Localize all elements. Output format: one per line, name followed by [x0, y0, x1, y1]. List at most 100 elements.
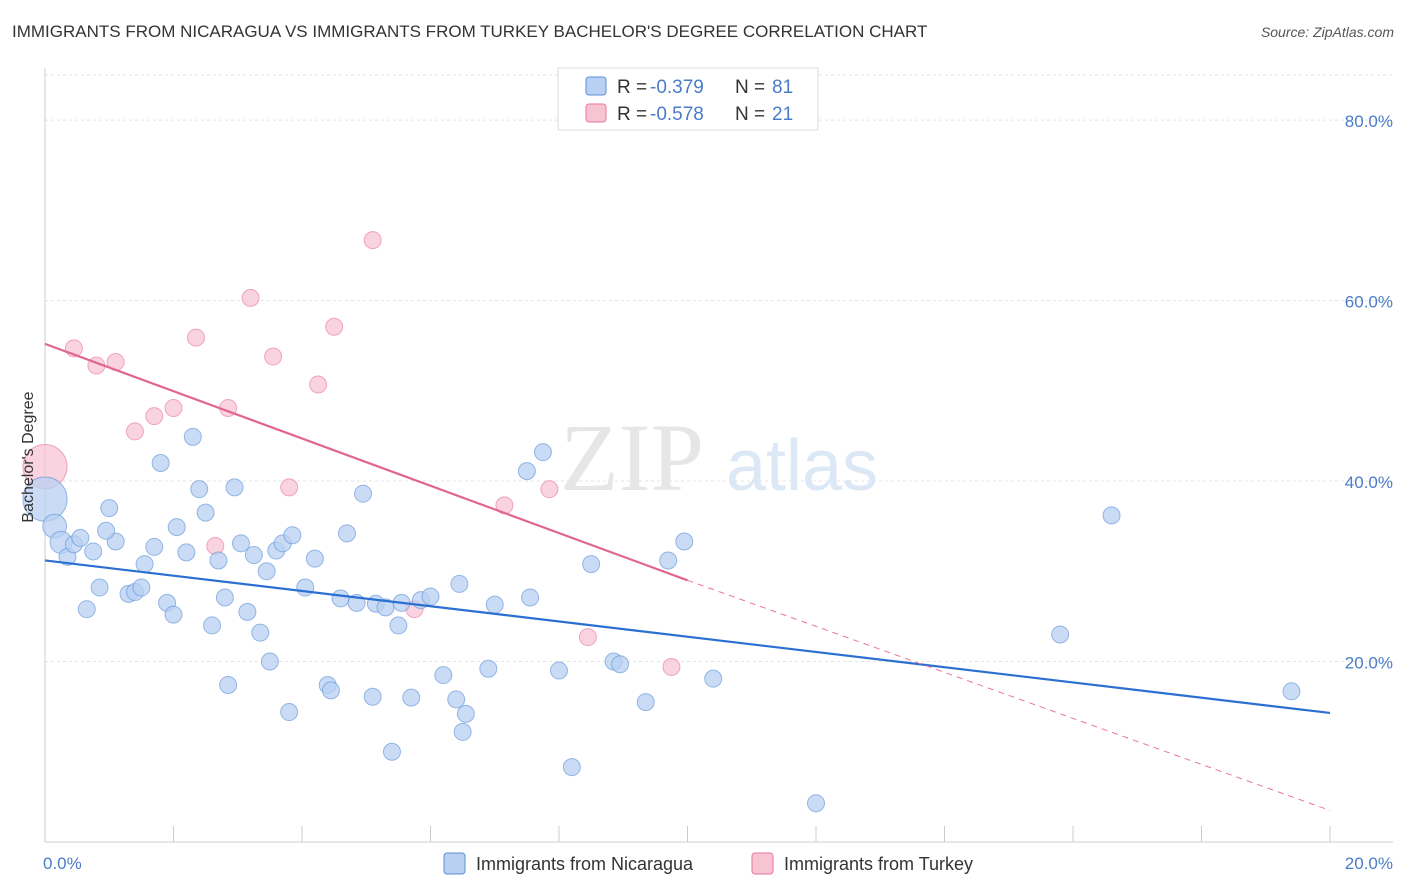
- nicaragua-point: [238, 602, 257, 621]
- nicaragua-point: [251, 623, 270, 642]
- nicaragua-point: [283, 526, 302, 545]
- nicaragua-point: [77, 600, 96, 619]
- y-tick-label: 80.0%: [1345, 112, 1393, 131]
- legend-swatch-nicaragua: [585, 76, 607, 96]
- nicaragua-point: [562, 758, 581, 777]
- axis-layer: [44, 68, 1393, 843]
- y-axis-label: Bachelor's Degree: [20, 391, 37, 522]
- nicaragua-point: [145, 537, 164, 556]
- legend-r-label-nicaragua: R =: [617, 77, 652, 98]
- nicaragua-point: [611, 655, 630, 674]
- nicaragua-point: [215, 588, 234, 607]
- nicaragua-point: [450, 574, 469, 593]
- nicaragua-point: [132, 578, 151, 597]
- nicaragua-point: [203, 616, 222, 635]
- nicaragua-point: [382, 742, 401, 761]
- nicaragua-point: [533, 443, 552, 462]
- x-tick-label-min: 0.0%: [43, 854, 82, 873]
- series-legend: Immigrants from Nicaragua Immigrants fro…: [443, 852, 973, 875]
- nicaragua-point: [354, 484, 373, 503]
- legend-n-label-turkey: N =: [735, 104, 770, 125]
- stats-legend: R = -0.379 N = 81 R = -0.578 N = 21: [557, 67, 819, 131]
- nicaragua-point: [190, 480, 209, 499]
- nicaragua-point: [659, 551, 678, 570]
- nicaragua-point: [704, 669, 723, 688]
- nicaragua-point: [331, 589, 350, 608]
- legend-n-label-nicaragua: N =: [735, 77, 770, 98]
- nicaragua-point: [485, 595, 504, 614]
- nicaragua-point: [636, 693, 655, 712]
- turkey-point: [264, 347, 283, 366]
- nicaragua-point: [456, 704, 475, 723]
- nicaragua-point: [84, 542, 103, 561]
- turkey-point: [186, 328, 205, 347]
- nicaragua-point: [402, 688, 421, 707]
- turkey-point: [325, 317, 344, 336]
- turkey-point: [662, 657, 681, 676]
- nicaragua-point: [296, 578, 315, 597]
- turkey-point: [309, 375, 328, 394]
- nicaragua-point: [151, 454, 170, 473]
- turkey-point: [578, 628, 597, 647]
- chart-title: IMMIGRANTS FROM NICARAGUA VS IMMIGRANTS …: [12, 22, 928, 41]
- nicaragua-point: [135, 555, 154, 574]
- series-legend-swatch-turkey: [751, 852, 774, 875]
- legend-r-value-nicaragua: -0.379: [650, 77, 704, 98]
- nicaragua-point: [100, 499, 119, 518]
- nicaragua-point: [434, 666, 453, 685]
- nicaragua-point: [196, 503, 215, 522]
- legend-swatch-turkey: [585, 103, 607, 123]
- turkey-point: [125, 422, 144, 441]
- nicaragua-point: [1051, 625, 1070, 644]
- turkey-point: [280, 478, 299, 497]
- nicaragua-point: [1282, 682, 1301, 701]
- nicaragua-point: [521, 588, 540, 607]
- legend-n-value-turkey: 21: [772, 104, 793, 125]
- nicaragua-point: [321, 681, 340, 700]
- nicaragua-point: [389, 616, 408, 635]
- nicaragua-point: [550, 661, 568, 680]
- nicaragua-point: [225, 478, 244, 497]
- trend-line-turkey: [44, 342, 688, 582]
- turkey-point: [241, 288, 260, 307]
- nicaragua-point: [260, 652, 279, 671]
- nicaragua-point: [305, 549, 324, 568]
- y-tick-label: 60.0%: [1345, 293, 1393, 312]
- nicaragua-point: [71, 528, 90, 547]
- nicaragua-point: [257, 562, 276, 581]
- nicaragua-point: [447, 690, 466, 709]
- grid-layer: [45, 74, 1393, 663]
- y-tick-label: 40.0%: [1345, 473, 1393, 492]
- nicaragua-point: [1102, 506, 1121, 525]
- nicaragua-point: [479, 659, 498, 678]
- trend-line-nicaragua: [44, 559, 1331, 715]
- nicaragua-point: [244, 546, 263, 565]
- legend-r-value-turkey: -0.578: [650, 104, 704, 125]
- nicaragua-point: [164, 605, 183, 624]
- legend-n-value-nicaragua: 81: [772, 77, 793, 98]
- watermark-zip: ZIP: [560, 404, 704, 511]
- nicaragua-point: [517, 462, 536, 481]
- turkey-point: [164, 398, 183, 417]
- nicaragua-point: [90, 578, 109, 597]
- series-legend-swatch-nicaragua: [443, 852, 466, 875]
- legend-r-label-turkey: R =: [617, 104, 652, 125]
- nicaragua-point: [209, 551, 228, 570]
- turkey-point: [363, 231, 382, 250]
- series-legend-label-nicaragua: Immigrants from Nicaragua: [476, 854, 694, 874]
- nicaragua-point: [453, 722, 472, 741]
- nicaragua-point: [219, 675, 238, 694]
- nicaragua-point: [167, 518, 186, 537]
- nicaragua-point: [675, 532, 694, 551]
- watermark-atlas: atlas: [726, 426, 878, 506]
- y-tick-label: 20.0%: [1345, 654, 1393, 673]
- turkey-point: [145, 407, 164, 426]
- nicaragua-point: [231, 534, 250, 553]
- nicaragua-point: [183, 427, 202, 446]
- x-tick-label-max: 20.0%: [1345, 854, 1393, 873]
- nicaragua-point: [582, 555, 601, 574]
- nicaragua-point: [97, 521, 116, 540]
- nicaragua-point: [807, 794, 825, 813]
- y-tick-labels: 20.0% 40.0% 60.0% 80.0%: [1345, 112, 1393, 672]
